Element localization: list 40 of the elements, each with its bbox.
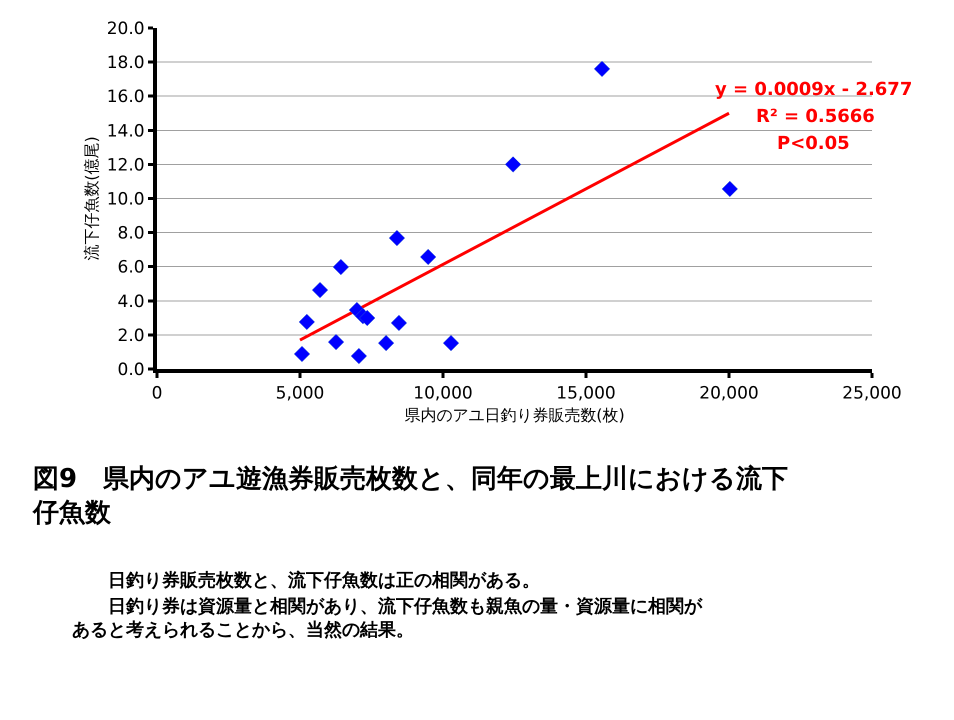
point <box>420 248 436 266</box>
point <box>594 60 610 77</box>
x-tick-label: 5,000 <box>276 383 324 404</box>
point <box>294 346 310 362</box>
annotation: P<0.05 <box>777 133 850 154</box>
point <box>388 230 405 246</box>
point <box>442 335 460 352</box>
point <box>328 334 344 350</box>
x-tick-label: 0 <box>152 383 162 404</box>
text: 図9 県内のアユ遊漁券販売枚数と、同年の最上川における流下仔魚数 <box>32 464 788 528</box>
point <box>378 335 394 352</box>
x-tick-label: 10,000 <box>413 383 473 404</box>
text: 日釣り券販売枚数と、流下仔魚数は正の相関がある。 <box>72 570 540 591</box>
x-tick-label: 15,000 <box>556 383 616 404</box>
y-tick-label: 6.0 <box>118 258 145 278</box>
y-tick-label: 10.0 <box>106 189 145 210</box>
y-tick-label: 8.0 <box>118 224 145 244</box>
y-tick-label: 14.0 <box>106 121 145 142</box>
y-tick-label: 2.0 <box>118 326 145 346</box>
text: 日釣り券は資源量と相関があり、流下仔魚数も親魚の量・資源量に相関があると考えられることから、当然の結果。 <box>72 596 703 640</box>
y-tick-label: 4.0 <box>118 292 145 312</box>
point <box>359 310 376 326</box>
y-tick-label: 18.0 <box>106 53 145 74</box>
annotation: y = 0.0009x - 2.677 <box>715 79 912 100</box>
y-tick-label: 12.0 <box>106 155 145 176</box>
point <box>505 156 522 172</box>
point <box>332 258 349 276</box>
point <box>722 180 738 197</box>
x-axis-title: 県内のアユ日釣り券販売数(枚) <box>404 406 625 425</box>
x-tick-label: 25,000 <box>842 383 902 404</box>
y-axis-title: 流下仔魚数(億尾) <box>82 136 102 261</box>
x-tick-label: 20,000 <box>699 383 759 404</box>
point <box>390 314 408 332</box>
y-tick-label: 16.0 <box>106 87 145 108</box>
y-tick-label: 20.0 <box>106 18 145 39</box>
point <box>350 348 367 364</box>
point <box>312 282 328 298</box>
annotation: R² = 0.5666 <box>756 106 875 127</box>
point <box>298 314 315 330</box>
y-tick-label: 0.0 <box>118 360 145 380</box>
